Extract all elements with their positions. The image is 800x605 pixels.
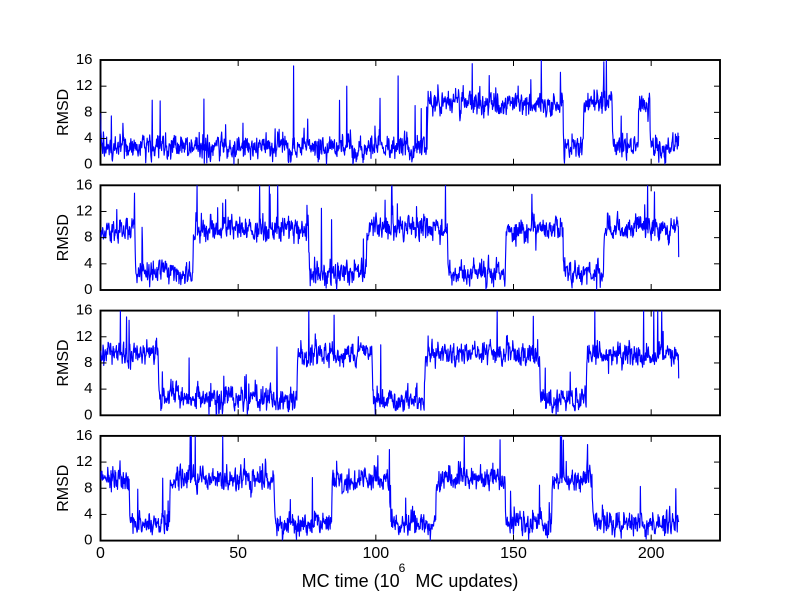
svg-text:0: 0: [84, 532, 92, 549]
svg-text:4: 4: [84, 380, 92, 397]
svg-text:200: 200: [638, 545, 665, 562]
svg-text:12: 12: [76, 77, 93, 94]
svg-text:0: 0: [96, 545, 105, 562]
svg-text:RMSD: RMSD: [55, 339, 72, 386]
svg-text:16: 16: [76, 176, 93, 193]
svg-text:8: 8: [84, 103, 92, 120]
svg-text:12: 12: [76, 328, 93, 345]
svg-text:50: 50: [229, 545, 247, 562]
svg-text:0: 0: [84, 281, 92, 298]
svg-text:8: 8: [84, 479, 92, 496]
svg-text:0: 0: [84, 156, 92, 173]
svg-text:0: 0: [84, 406, 92, 423]
svg-text:RMSD: RMSD: [55, 465, 72, 512]
svg-text:4: 4: [84, 255, 92, 272]
svg-text:8: 8: [84, 354, 92, 371]
svg-text:100: 100: [362, 545, 389, 562]
svg-text:4: 4: [84, 505, 92, 522]
svg-text:RMSD: RMSD: [55, 214, 72, 261]
svg-text:12: 12: [76, 202, 93, 219]
svg-text:150: 150: [500, 545, 527, 562]
svg-text:12: 12: [76, 453, 93, 470]
svg-text:8: 8: [84, 229, 92, 246]
svg-text:RMSD: RMSD: [55, 89, 72, 136]
svg-text:4: 4: [84, 130, 92, 147]
svg-text:16: 16: [76, 427, 93, 444]
svg-text:16: 16: [76, 51, 93, 68]
svg-text:16: 16: [76, 302, 93, 319]
